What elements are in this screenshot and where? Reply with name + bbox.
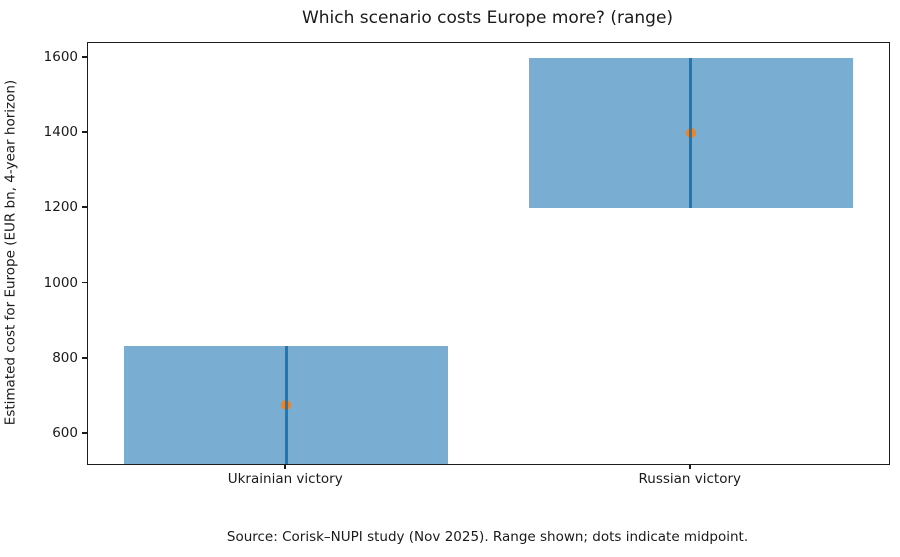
y-tick-label: 600 (52, 424, 78, 441)
range-line-1 (284, 345, 288, 464)
y-tick-mark (82, 432, 87, 434)
x-tick-label: Ukrainian victory (227, 471, 343, 487)
y-tick-mark (82, 281, 87, 284)
x-tick-mark (688, 464, 691, 469)
y-tick-label: 1600 (43, 49, 78, 66)
y-tick-mark (82, 206, 87, 209)
y-tick-mark (82, 131, 87, 134)
x-tick-mark (284, 464, 287, 469)
x-tick-label: Russian victory (638, 471, 742, 487)
y-tick-mark (82, 56, 87, 58)
y-axis-label: Estimated cost for Europe (EUR bn, 4-yea… (2, 79, 19, 426)
y-tick-label: 1200 (43, 199, 78, 216)
chart-title: Which scenario costs Europe more? (range… (301, 8, 674, 28)
y-tick-label: 800 (52, 349, 78, 366)
source-caption: Source: Corisk–NUPI study (Nov 2025). Ra… (226, 529, 749, 545)
y-tick-mark (82, 356, 87, 359)
y-tick-label: 1400 (43, 124, 78, 141)
plot-area (87, 42, 890, 465)
y-tick-label: 1000 (43, 274, 78, 291)
range-line-2 (689, 58, 693, 209)
